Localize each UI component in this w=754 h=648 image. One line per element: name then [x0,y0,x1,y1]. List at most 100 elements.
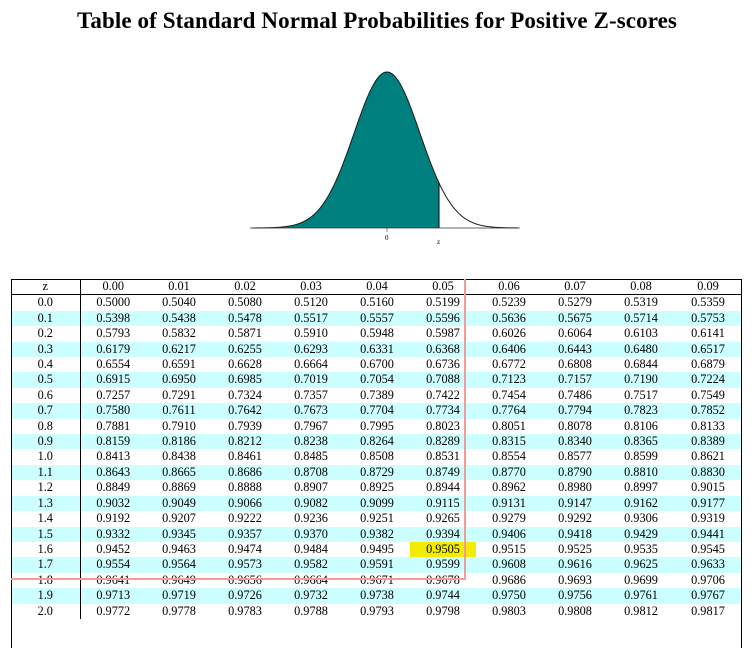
probability-cell: 0.8238 [278,434,344,450]
probability-cell: 0.6480 [608,341,674,358]
column-header: 0.01 [146,279,212,296]
probability-cell: 0.9573 [212,557,278,573]
probability-cell: 0.5319 [624,295,658,310]
probability-cell: 0.7673 [278,403,344,419]
probability-cell: 0.7967 [294,418,328,433]
probability-cell: 0.9664 [294,572,328,587]
probability-cell: 0.5398 [80,310,146,327]
probability-cell: 0.9452 [96,541,131,556]
table-row: 0.8 0.7881 0.7910 0.7939 0.7967 0.7995 0.8023 0… [11,418,742,435]
probability-cell: 0.7794 [542,403,608,419]
z-value-cell: 1.8 [11,572,81,589]
z-value-cell: 1.4 [11,511,81,527]
probability-cell: 0.6950 [146,372,212,388]
probability-cell: 0.7291 [162,387,196,402]
column-header: 0.00 [80,279,146,296]
probability-cell: 0.8365 [608,434,674,450]
probability-cell: 0.9292 [558,511,592,526]
probability-cell: 0.8159 [80,434,146,450]
probability-cell: 0.8962 [492,480,526,495]
probability-cell: 0.6255 [212,341,278,358]
probability-cell: 0.8869 [162,480,196,495]
probability-cell: 0.6368 [410,341,476,358]
shaded-area-under-curve [252,72,439,228]
z-value-cell: 0.2 [11,326,81,342]
probability-cell: 0.8888 [228,480,262,495]
z-value-cell: 0.9 [11,434,81,450]
probability-cell: 0.6808 [558,357,592,372]
probability-cell: 0.9099 [344,495,410,512]
probability-cell: 0.5948 [360,326,394,341]
probability-cell: 0.5636 [476,310,542,327]
probability-cell: 0.8944 [426,480,460,495]
probability-cell: 0.7454 [492,387,526,402]
probability-cell: 0.9032 [80,495,146,512]
column-header: 0.03 [278,279,344,296]
probability-cell: 0.9279 [492,511,526,526]
probability-cell: 0.5279 [558,295,592,310]
probability-cell: 0.7910 [162,418,196,433]
probability-cell: 0.7881 [96,418,131,433]
probability-cell: 0.7190 [608,372,674,388]
table-row: 0.4 0.6554 0.6591 0.6628 0.6664 0.6700 0.6736 0… [11,357,742,373]
probability-cell: 0.5832 [162,326,196,341]
probability-cell: 0.8708 [278,464,344,481]
probability-cell: 0.9049 [146,495,212,512]
probability-cell: 0.9744 [410,588,476,604]
table-row: 0.0 0.5000 0.5040 0.5080 0.5120 0.5160 0.5199 0… [11,294,742,311]
probability-cell: 0.9082 [278,495,344,512]
probability-cell: 0.5871 [228,326,262,341]
probability-cell: 0.9345 [146,526,212,542]
probability-cell: 0.9177 [674,495,742,512]
probability-cell: 0.8599 [624,449,658,464]
probability-cell: 0.9015 [691,480,725,495]
mean-label: 0 [385,234,389,242]
probability-cell: 0.9162 [608,495,674,512]
z-table: z 0.00 0.01 0.02 0.03 0.04 0.05 0.06 0.07 0.08 0.0… [11,279,742,619]
probability-cell: 0.9772 [96,603,131,618]
probability-cell: 0.9719 [146,588,212,604]
probability-cell: 0.9370 [278,526,344,542]
table-row: 1.9 0.9713 0.9719 0.9726 0.9732 0.9738 0.9744 0… [11,588,742,604]
probability-cell: 0.9633 [674,557,742,573]
probability-cell: 0.7852 [674,403,742,419]
normal-curve-figure: 0 z [250,71,520,246]
probability-cell: 0.7734 [410,403,476,419]
probability-cell: 0.8830 [674,464,742,481]
z-value-cell: 1.0 [11,449,81,465]
probability-cell: 0.9625 [608,557,674,573]
probability-cell: 0.8186 [146,434,212,450]
probability-cell: 0.7642 [212,403,278,419]
probability-cell: 0.7549 [691,387,725,402]
z-value-cell: 1.9 [11,588,81,604]
probability-cell: 0.5478 [212,310,278,327]
probability-cell: 0.8508 [360,449,394,464]
table-row: 1.6 0.9452 0.9463 0.9474 0.9484 0.9495 0.9505 0… [11,541,742,558]
probability-cell: 0.9793 [360,603,394,618]
probability-cell: 0.8907 [294,480,328,495]
probability-cell: 0.8315 [476,434,542,450]
table-row: 2.0 0.9772 0.9778 0.9783 0.9788 0.9793 0.9798 0… [11,603,742,619]
z-value-cell: 0.3 [11,341,81,358]
probability-cell: 0.8770 [476,464,542,481]
probability-cell: 0.9788 [294,603,328,618]
probability-cell: 0.6217 [146,341,212,358]
probability-cell: 0.9382 [344,526,410,542]
z-column-header: z [11,279,81,296]
probability-cell: 0.9671 [360,572,394,587]
z-value-cell: 0.0 [11,294,81,311]
probability-cell: 0.9357 [212,526,278,542]
probability-cell: 0.9115 [410,495,476,512]
probability-cell: 0.6026 [492,326,526,341]
probability-cell: 0.8340 [542,434,608,450]
probability-cell: 0.9803 [492,603,526,618]
probability-cell: 0.9265 [426,511,460,526]
probability-cell: 0.9463 [162,541,196,556]
probability-cell: 0.8289 [410,434,476,450]
probability-cell: 0.9616 [542,557,608,573]
probability-cell: 0.6985 [212,372,278,388]
table-row: 0.6 0.7257 0.7291 0.7324 0.7357 0.7389 0.7422 0… [11,387,742,404]
probability-cell: 0.9608 [476,557,542,573]
probability-cell: 0.5359 [691,295,725,310]
probability-cell: 0.6736 [426,357,460,372]
